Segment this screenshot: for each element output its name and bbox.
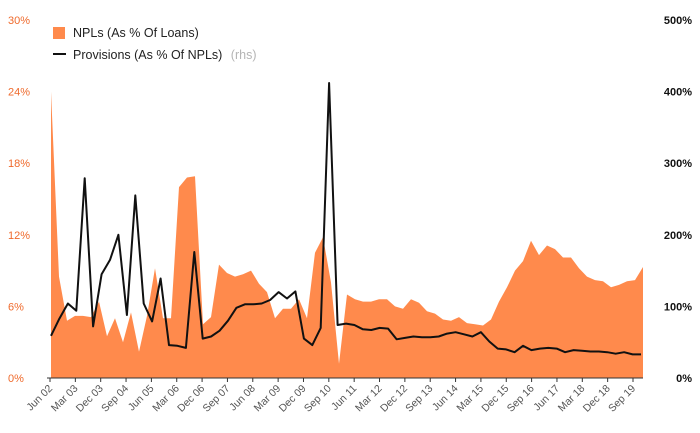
y-left-tick-label: 12% <box>8 230 30 242</box>
plot-area <box>50 82 643 378</box>
x-tick-label: Sep 04 <box>99 383 131 415</box>
y-right-tick-label: 0% <box>676 373 692 385</box>
x-tick-label: Dec 18 <box>581 383 613 415</box>
x-tick-label: Dec 06 <box>175 383 207 415</box>
x-tick-label: Sep 10 <box>302 383 334 415</box>
legend-label-provisions-name: Provisions (As % Of NPLs) <box>73 48 222 62</box>
x-tick-label: Dec 15 <box>479 383 511 415</box>
series-npl-area <box>51 91 643 378</box>
y-right-tick-label: 500% <box>664 15 692 27</box>
y-right-tick-label: 400% <box>664 87 692 99</box>
y-axis-right: 0% 100% 200% 300% 400% 500% <box>664 15 692 385</box>
y-left-tick-label: 24% <box>8 87 30 99</box>
y-left-tick-label: 6% <box>8 301 24 313</box>
legend-label-npl: NPLs (As % Of Loans) <box>73 26 199 40</box>
x-tick-label: Dec 12 <box>378 383 410 415</box>
y-left-tick-label: 30% <box>8 15 30 27</box>
y-right-tick-label: 300% <box>664 158 692 170</box>
y-axis-left: 0% 6% 12% 18% 24% 30% <box>8 15 30 385</box>
legend: NPLs (As % Of Loans) Provisions (As % Of… <box>53 26 257 63</box>
x-tick-label: Sep 16 <box>505 383 537 415</box>
y-right-tick-label: 200% <box>664 230 692 242</box>
x-tick-label: Sep 07 <box>201 383 233 415</box>
legend-label-provisions: Provisions (As % Of NPLs) (rhs) <box>73 46 257 63</box>
legend-label-provisions-suffix: (rhs) <box>231 48 257 62</box>
x-tick-label: Dec 03 <box>74 383 106 415</box>
y-left-tick-label: 18% <box>8 158 30 170</box>
y-left-tick-label: 0% <box>8 373 24 385</box>
y-right-tick-label: 100% <box>664 301 692 313</box>
legend-swatch-npl <box>53 27 65 39</box>
x-tick-label: Sep 19 <box>606 383 638 415</box>
x-tick-label: Dec 09 <box>277 383 309 415</box>
x-tick-label: Sep 13 <box>403 383 435 415</box>
series-provisions-line <box>50 82 641 356</box>
